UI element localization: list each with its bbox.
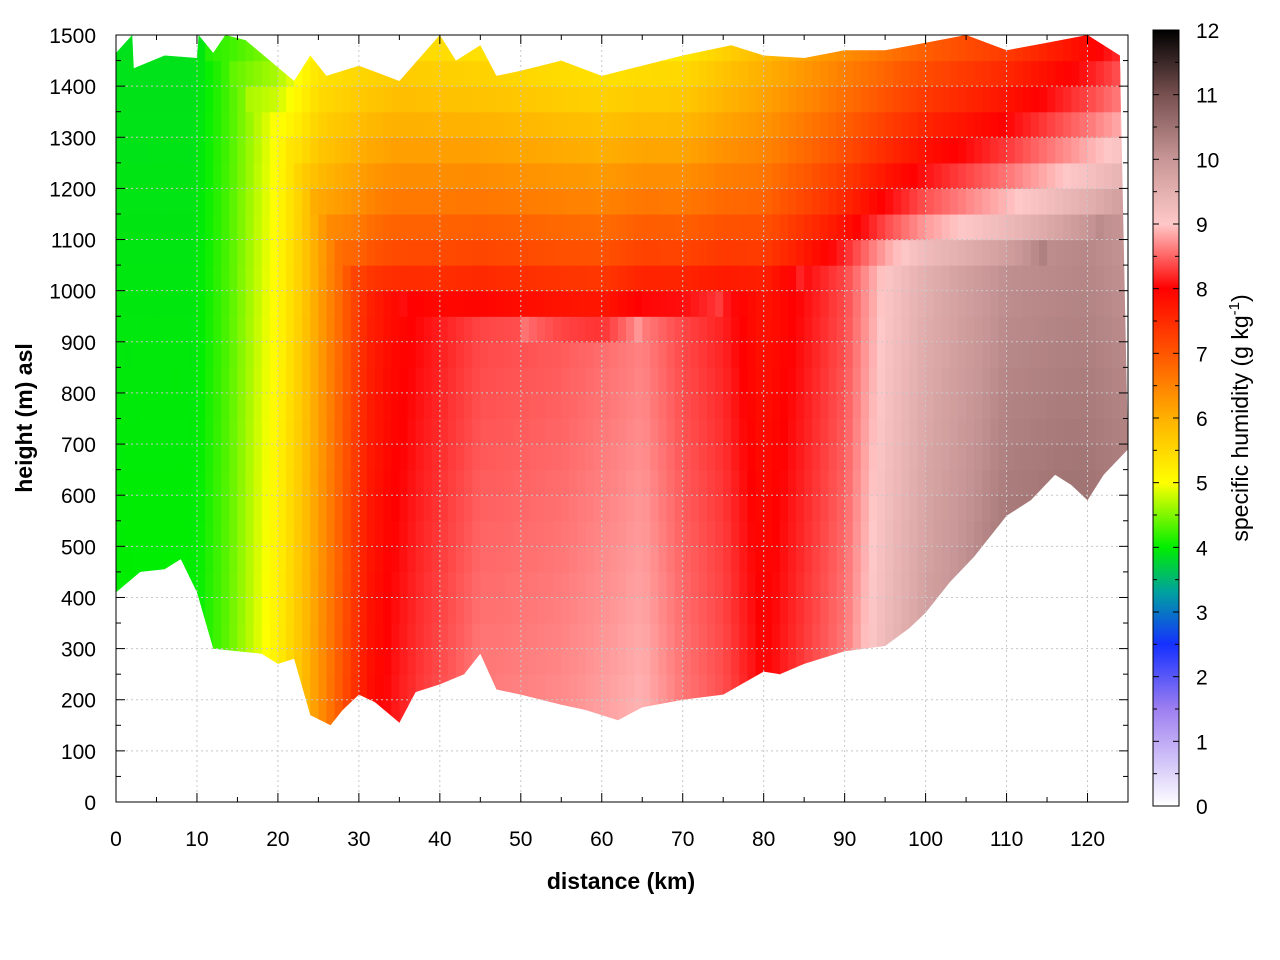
colorbar-tick-label: 0	[1196, 796, 1208, 819]
y-tick-label: 1400	[49, 76, 96, 99]
y-tick-label: 600	[61, 485, 96, 508]
colorbar-tick-label: 5	[1196, 473, 1208, 496]
y-tick-label: 700	[61, 434, 96, 457]
colorbar-tick-label: 7	[1196, 343, 1208, 366]
colorbar-tick-label: 8	[1196, 279, 1208, 302]
colorbar-tick-label: 12	[1196, 20, 1219, 43]
colorbar-tick-label: 2	[1196, 667, 1208, 690]
y-axis-title: height (m) asl	[11, 343, 37, 493]
colorbar-title-sup: -1	[1226, 302, 1243, 315]
y-tick-label: 100	[61, 741, 96, 764]
colorbar-tick-label: 6	[1196, 408, 1208, 431]
x-tick-label: 120	[1070, 828, 1105, 851]
colorbar-tick-label: 11	[1196, 85, 1218, 108]
colorbar-title-main: specific humidity (g kg	[1227, 315, 1253, 541]
y-tick-label: 1200	[49, 178, 96, 201]
colorbar-tick-label: 3	[1196, 602, 1208, 625]
y-tick-label: 1000	[49, 281, 96, 304]
y-tick-label: 1500	[49, 25, 96, 48]
y-tick-label: 1300	[49, 127, 96, 150]
x-tick-label: 90	[833, 828, 856, 851]
colorbar-title: specific humidity (g kg-1)	[1226, 294, 1253, 541]
y-tick-label: 900	[61, 332, 96, 355]
x-tick-label: 100	[908, 828, 943, 851]
grid-lines	[116, 35, 1128, 802]
x-tick-label: 30	[347, 828, 370, 851]
y-tick-label: 500	[61, 536, 96, 559]
x-tick-label: 40	[428, 828, 451, 851]
colorbar-tick-label: 10	[1196, 149, 1219, 172]
y-tick-label: 800	[61, 383, 96, 406]
x-tick-label: 70	[671, 828, 694, 851]
x-tick-label: 110	[990, 828, 1023, 851]
x-tick-label: 60	[590, 828, 613, 851]
x-tick-label: 10	[185, 828, 208, 851]
colorbar-tick-label: 9	[1196, 214, 1208, 237]
x-axis-ticks: 0 10 20 30 40 50 60 70 80 90 100 110 120	[110, 35, 1105, 851]
colorbar-title-end: )	[1227, 294, 1253, 302]
y-tick-label: 0	[84, 792, 96, 815]
y-axis-ticks: 0 100 200 300 400 500 600 700 800 900 1000 1100 1200…	[49, 25, 1128, 815]
colorbar-tick-label: 1	[1196, 731, 1208, 754]
y-tick-label: 1100	[51, 230, 96, 253]
x-tick-label: 0	[110, 828, 122, 851]
x-tick-label: 80	[752, 828, 775, 851]
y-tick-label: 300	[61, 639, 96, 662]
y-tick-label: 200	[61, 690, 96, 713]
x-tick-label: 50	[509, 828, 532, 851]
x-axis-title: distance (km)	[547, 868, 695, 894]
y-tick-label: 400	[61, 587, 96, 610]
x-tick-label: 20	[266, 828, 289, 851]
humidity-field	[116, 35, 1128, 726]
colorbar-tick-label: 4	[1196, 537, 1208, 560]
